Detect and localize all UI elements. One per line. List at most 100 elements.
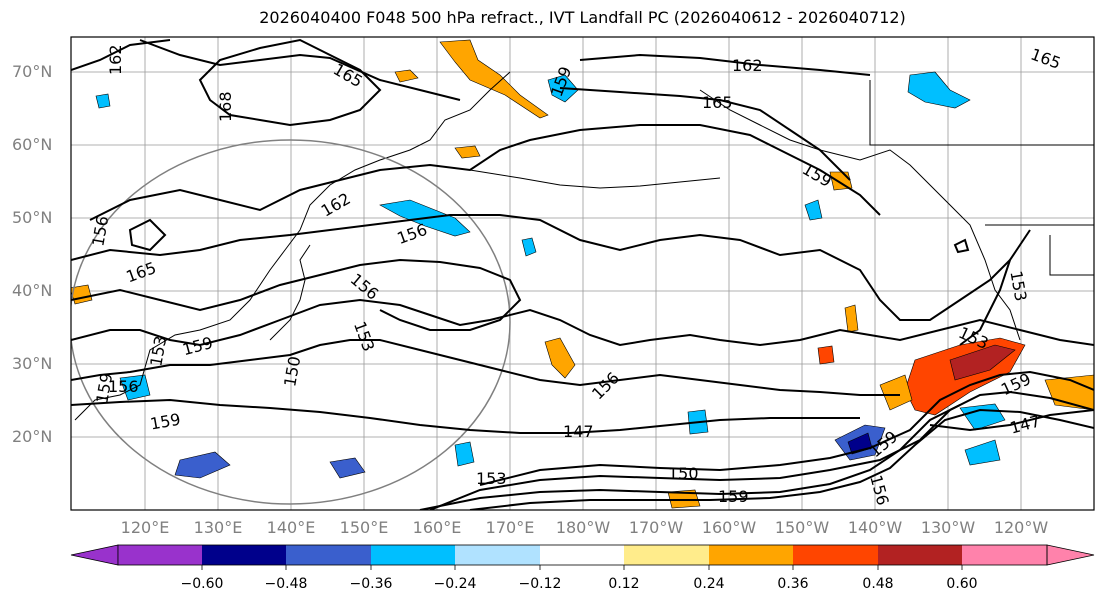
colorbar-tick-label: −0.36 [349, 576, 393, 592]
longitude-label: 180°W [555, 518, 611, 537]
map-border [70, 36, 1095, 511]
anomaly-orange [879, 374, 913, 411]
contour-153-south [429, 390, 1094, 510]
contour-165-north [198, 38, 382, 127]
contour-150-south [479, 370, 1094, 486]
colorbar-tick-label: 0.12 [608, 576, 640, 592]
colorbar-tick-label: −0.12 [518, 576, 562, 592]
map-title: 2026040400 F048 500 hPa refract., IVT La… [259, 8, 906, 27]
colorbar-tick-label: 0.60 [946, 576, 978, 592]
anomaly-orange [439, 39, 549, 119]
colorbar-bin [118, 545, 202, 565]
japan [269, 244, 311, 341]
colorbar-bin [371, 545, 455, 565]
anomaly-orange [844, 304, 859, 333]
aleutians [469, 169, 721, 189]
contour-162-mid [89, 124, 881, 221]
colorbar-bin [709, 545, 793, 565]
contour-150-mid [71, 339, 900, 396]
landfall-region-circle [71, 139, 511, 505]
longitude-label: 160°W [701, 518, 757, 537]
contour-loop-east [953, 238, 970, 254]
graticule [71, 37, 1094, 510]
colorbar-tick-label: −0.60 [180, 576, 224, 592]
anomaly-orange [394, 69, 419, 83]
contour-165-alaska [559, 87, 851, 181]
contour-label: 156 [108, 377, 139, 396]
contour-label: 150 [668, 464, 699, 483]
anomaly-cyan [804, 199, 823, 221]
latitude-label: 30°N [12, 354, 53, 373]
longitude-label: 160°E [412, 518, 462, 537]
refractivity-contours [71, 38, 1094, 510]
colorbar-bin [455, 545, 540, 565]
anomaly-orange [817, 345, 835, 365]
contour-156-south [419, 404, 961, 510]
colorbar [70, 544, 1095, 570]
longitude-label: 140°W [847, 518, 903, 537]
anomaly-orange [1044, 374, 1094, 411]
contour-153-mid [71, 298, 1094, 347]
colorbar-tick-label: −0.24 [433, 576, 477, 592]
anomaly-blue [174, 451, 231, 479]
colorbar-bin [202, 545, 286, 565]
longitude-label: 150°W [774, 518, 830, 537]
latitude-label: 50°N [12, 208, 53, 227]
longitude-label: 150°E [339, 518, 389, 537]
colorbar-arrow-right [1046, 544, 1095, 566]
contour-159-south [469, 408, 1094, 510]
colorbar-bin [540, 545, 624, 565]
contour-east-coast [959, 229, 1031, 346]
anomaly-cyan [907, 71, 971, 109]
colorbar-tick-label: 0.24 [693, 576, 725, 592]
contour-label: 147 [563, 422, 594, 441]
contour-label: 153 [476, 469, 507, 488]
contour-162-north [71, 39, 871, 101]
longitude-label: 120°E [120, 518, 170, 537]
anomaly-orange [454, 145, 481, 159]
longitude-label: 170°E [485, 518, 535, 537]
colorbar-bin [878, 545, 962, 565]
longitude-label: 130°E [193, 518, 243, 537]
colorbar-bin [793, 545, 878, 565]
latitude-label: 40°N [12, 281, 53, 300]
anomaly-cyan [964, 439, 1001, 466]
contour-147 [71, 398, 1094, 434]
us-border [985, 224, 1094, 276]
anomaly-cyan [521, 237, 537, 257]
colorbar-tick-label: 0.48 [862, 576, 894, 592]
anomaly-cyan [95, 93, 111, 109]
colorbar-tick-label: 0.36 [777, 576, 809, 592]
colorbar-bin [962, 545, 1047, 565]
anomaly-cyan [454, 441, 475, 467]
colorbar-tick-label: −0.48 [264, 576, 308, 592]
contour-label: 162 [106, 44, 125, 75]
longitude-label: 120°W [993, 518, 1049, 537]
alaska-coast [699, 89, 1021, 341]
contour-loop-west [128, 218, 167, 252]
longitude-label: 140°E [266, 518, 316, 537]
map-plot-area [71, 37, 1094, 510]
longitude-label: 130°W [920, 518, 976, 537]
latitude-label: 60°N [12, 135, 53, 154]
contour-label: 159 [718, 487, 749, 506]
anomaly-orange [544, 337, 576, 379]
contour-label: 162 [732, 56, 763, 75]
colorbar-outline [117, 544, 1048, 566]
colorbar-bin [286, 545, 371, 565]
contour-label: 168 [216, 91, 235, 122]
contour-label: 165 [702, 93, 733, 112]
colorbar-bin [624, 545, 709, 565]
asia-coast [74, 71, 511, 421]
border [869, 80, 1094, 146]
contour-156-mid [71, 258, 522, 331]
longitude-label: 170°W [628, 518, 684, 537]
colorbar-arrow-left [70, 544, 119, 566]
anomaly-blue [329, 457, 366, 479]
latitude-label: 20°N [12, 427, 53, 446]
contour-159-mid [71, 214, 1011, 321]
latitude-label: 70°N [12, 62, 53, 81]
coastlines [74, 71, 1094, 421]
anomaly-dark-red [949, 344, 1016, 381]
